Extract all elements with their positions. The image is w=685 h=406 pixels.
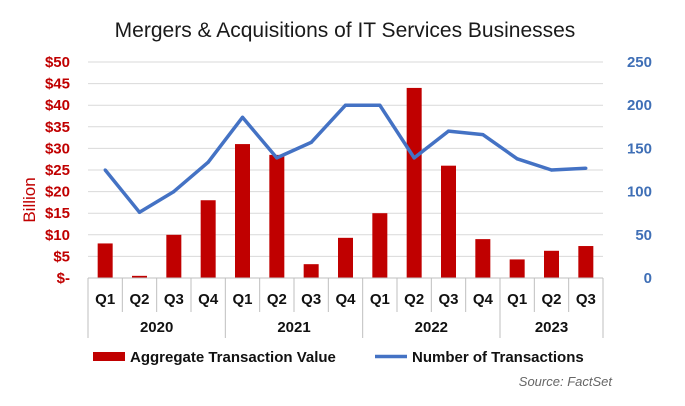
line-point	[309, 140, 313, 144]
right-tick-label: 150	[627, 140, 652, 157]
bar	[509, 259, 525, 278]
line-point	[584, 166, 588, 170]
category-label: Q2	[129, 291, 149, 308]
category-label: Q1	[370, 291, 390, 308]
bar	[475, 239, 491, 278]
bar	[406, 87, 422, 278]
chart-title: Mergers & Acquisitions of IT Services Bu…	[115, 19, 576, 42]
legend-line-label: Number of Transactions	[412, 349, 584, 366]
category-label: Q3	[576, 291, 596, 308]
left-tick-label: $20	[45, 184, 70, 201]
line-point	[343, 103, 348, 107]
left-tick-label: $50	[45, 54, 70, 71]
series-line	[103, 103, 586, 215]
line-point	[515, 157, 519, 161]
category-label: Q2	[404, 291, 424, 308]
category-label: Q3	[164, 291, 184, 308]
right-tick-label: 100	[627, 184, 652, 201]
right-tick-label: 50	[635, 227, 652, 244]
category-label: Q1	[95, 291, 115, 308]
left-tick-label: $25	[45, 162, 70, 179]
line-point	[446, 129, 451, 133]
legend-bar-swatch	[93, 352, 125, 361]
line-point	[103, 168, 107, 172]
category-label: Q3	[438, 291, 458, 308]
left-tick-label: $15	[45, 205, 70, 222]
bar	[441, 165, 456, 278]
right-tick-label: 200	[627, 97, 652, 114]
category-label: Q4	[198, 291, 219, 308]
left-tick-label: $35	[45, 119, 70, 136]
left-axis: $- $5 $10 $15 $20 $25 $30 $35 $40 $45 $50	[45, 54, 70, 287]
left-axis-label: Billion	[20, 177, 39, 222]
right-axis: 0 50 100 150 200 250	[627, 54, 652, 287]
left-tick-label: $45	[45, 76, 70, 93]
bar	[578, 246, 594, 278]
bar	[200, 200, 216, 278]
line-point	[275, 156, 279, 160]
left-tick-label: $10	[45, 227, 70, 244]
left-tick-label: $30	[45, 140, 70, 157]
year-label: 2021	[277, 319, 310, 336]
category-label: Q4	[473, 291, 494, 308]
x-axis: Q1 Q2 Q3 Q4 Q1 Q2 Q3 Q4 Q1 Q2 Q3 Q4 Q1 Q2 Q3 2020 2021 20…	[87, 278, 604, 338]
gridlines	[88, 61, 603, 257]
legend-bar-label: Aggregate Transaction Value	[130, 349, 336, 366]
left-tick-label: $40	[45, 97, 70, 114]
category-label: Q1	[232, 291, 252, 308]
right-tick-label: 0	[644, 270, 652, 287]
left-tick-label: $-	[57, 270, 70, 287]
category-label: Q4	[335, 291, 356, 308]
category-label: Q1	[507, 291, 527, 308]
line-series	[103, 103, 588, 215]
right-tick-label: 250	[627, 54, 652, 71]
year-label: 2020	[140, 319, 173, 336]
line-point	[481, 132, 485, 137]
bar	[544, 250, 559, 278]
line-point	[378, 103, 382, 107]
year-label: 2023	[535, 319, 568, 336]
year-label: 2022	[415, 319, 448, 336]
line-point	[172, 190, 176, 194]
bar	[303, 264, 319, 278]
line-point	[412, 156, 416, 160]
bar	[269, 154, 285, 278]
left-tick-label: $5	[53, 248, 70, 265]
line-point	[549, 168, 554, 172]
bar-series	[97, 87, 594, 278]
line-point	[206, 160, 210, 164]
category-label: Q3	[301, 291, 321, 308]
category-label: Q2	[541, 291, 561, 308]
source-note: Source: FactSet	[519, 374, 614, 389]
bar	[235, 144, 250, 278]
bar	[97, 243, 113, 278]
line-point	[137, 210, 142, 214]
line-point	[240, 115, 245, 119]
bar	[166, 234, 182, 278]
bar	[132, 275, 147, 278]
bar	[338, 237, 353, 278]
category-label: Q2	[267, 291, 287, 308]
legend: Aggregate Transaction Value Number of Tra…	[93, 349, 584, 366]
bar	[372, 213, 388, 278]
